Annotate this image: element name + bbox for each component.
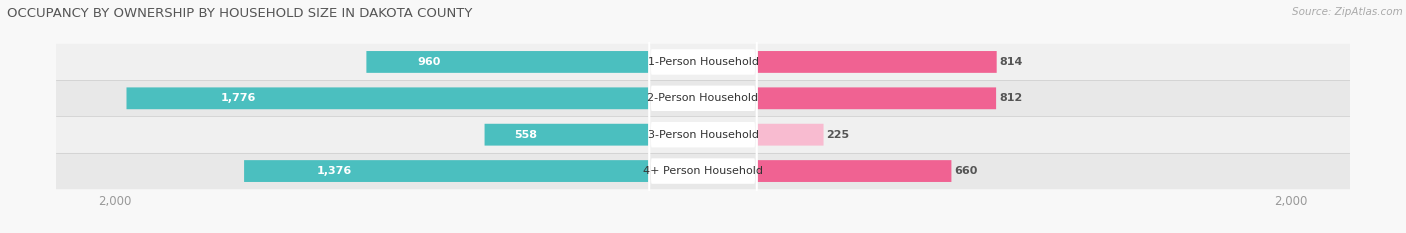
FancyBboxPatch shape: [648, 0, 758, 233]
Text: OCCUPANCY BY OWNERSHIP BY HOUSEHOLD SIZE IN DAKOTA COUNTY: OCCUPANCY BY OWNERSHIP BY HOUSEHOLD SIZE…: [7, 7, 472, 20]
Text: 960: 960: [418, 57, 440, 67]
Text: 4+ Person Household: 4+ Person Household: [643, 166, 763, 176]
FancyBboxPatch shape: [758, 160, 952, 182]
FancyBboxPatch shape: [367, 51, 648, 73]
FancyBboxPatch shape: [27, 80, 1379, 116]
FancyBboxPatch shape: [245, 160, 648, 182]
Text: 660: 660: [955, 166, 977, 176]
Text: 558: 558: [515, 130, 537, 140]
Text: 225: 225: [827, 130, 849, 140]
Text: 1-Person Household: 1-Person Household: [648, 57, 758, 67]
Text: 3-Person Household: 3-Person Household: [648, 130, 758, 140]
FancyBboxPatch shape: [648, 0, 758, 233]
FancyBboxPatch shape: [758, 51, 997, 73]
FancyBboxPatch shape: [648, 0, 758, 233]
Text: 1,776: 1,776: [221, 93, 256, 103]
FancyBboxPatch shape: [648, 0, 758, 233]
FancyBboxPatch shape: [758, 87, 995, 109]
Text: 1,376: 1,376: [316, 166, 352, 176]
Text: 812: 812: [1000, 93, 1022, 103]
Text: Source: ZipAtlas.com: Source: ZipAtlas.com: [1292, 7, 1403, 17]
Text: 814: 814: [1000, 57, 1024, 67]
FancyBboxPatch shape: [27, 153, 1379, 189]
FancyBboxPatch shape: [27, 116, 1379, 153]
FancyBboxPatch shape: [27, 44, 1379, 80]
Text: 2-Person Household: 2-Person Household: [647, 93, 759, 103]
FancyBboxPatch shape: [127, 87, 648, 109]
FancyBboxPatch shape: [758, 124, 824, 146]
FancyBboxPatch shape: [485, 124, 648, 146]
